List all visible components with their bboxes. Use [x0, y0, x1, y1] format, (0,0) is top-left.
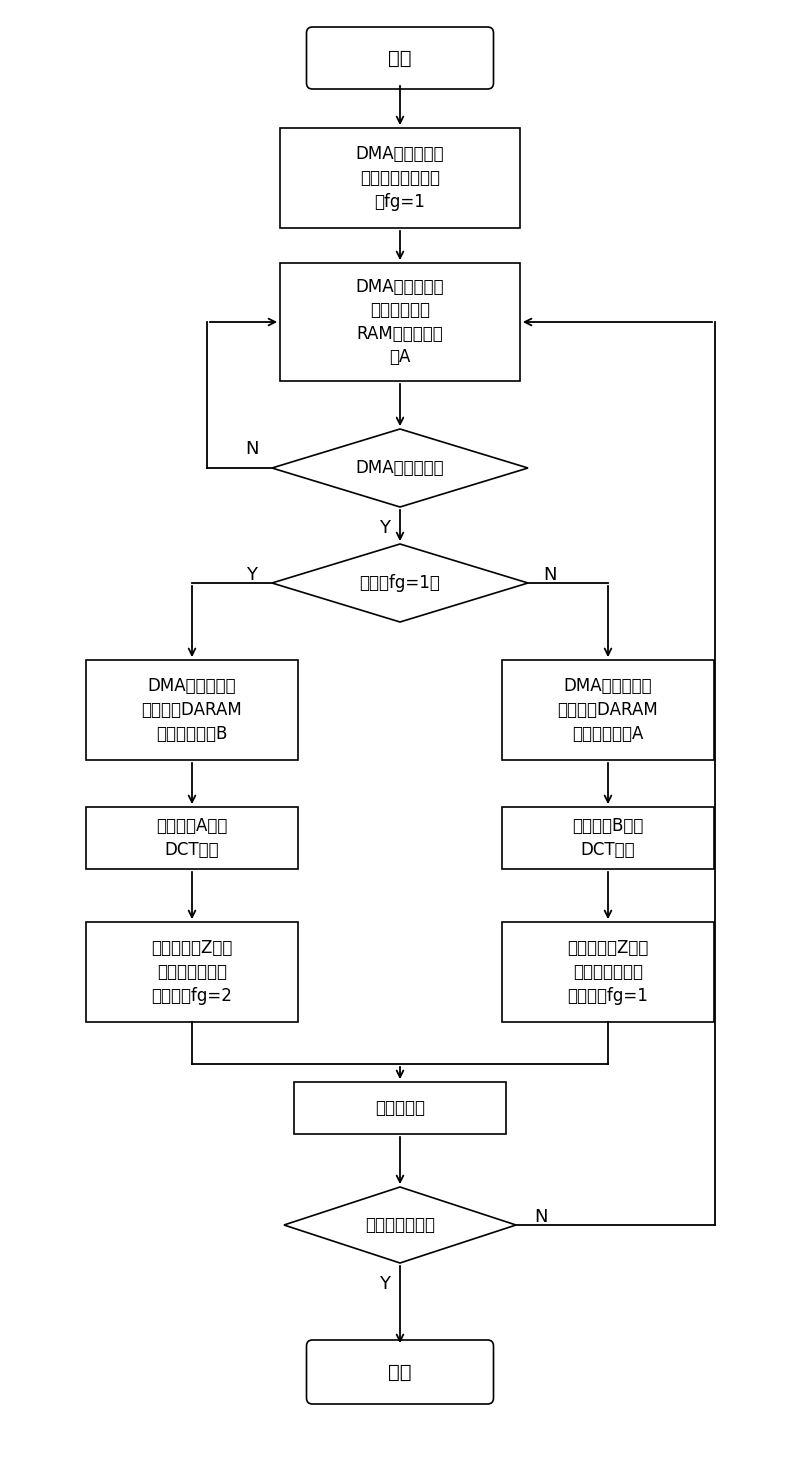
Bar [86, 923, 298, 1022]
Text: DMA启动将数据
单元写入DARAM
中的内存单元B: DMA启动将数据 单元写入DARAM 中的内存单元B [142, 677, 242, 743]
Polygon shape [284, 1187, 516, 1263]
Bar [502, 807, 714, 869]
Text: N: N [246, 439, 258, 458]
Text: 量化并进行Z形变
换，生成编码数
组，设置fg=1: 量化并进行Z形变 换，生成编码数 组，设置fg=1 [567, 939, 649, 1004]
Text: 内存单元B进行
DCT变换: 内存单元B进行 DCT变换 [572, 818, 644, 858]
Bar [280, 128, 520, 228]
FancyBboxPatch shape [306, 1340, 494, 1405]
Text: 哈夫曼编码: 哈夫曼编码 [375, 1099, 425, 1117]
Bar [280, 263, 520, 381]
Text: DMA操作完成？: DMA操作完成？ [356, 458, 444, 477]
Text: N: N [543, 566, 557, 584]
FancyBboxPatch shape [306, 26, 494, 89]
Text: DMA启动将数据
单元写入DARAM
中的内存单元A: DMA启动将数据 单元写入DARAM 中的内存单元A [558, 677, 658, 743]
Text: 一幅图像完成？: 一幅图像完成？ [365, 1216, 435, 1234]
Text: 内存单元A进行
DCT变换: 内存单元A进行 DCT变换 [156, 818, 228, 858]
Bar [502, 923, 714, 1022]
Polygon shape [272, 545, 528, 622]
Text: Y: Y [246, 566, 257, 584]
Text: Y: Y [379, 518, 390, 537]
Text: N: N [534, 1207, 547, 1226]
Text: 标识仞fg=1？: 标识仞fg=1？ [359, 574, 441, 591]
Text: 开始: 开始 [388, 48, 412, 67]
Bar [294, 1082, 506, 1134]
Text: Y: Y [379, 1275, 390, 1294]
Text: 量化并进行Z形变
换，生成编码数
组，设置fg=2: 量化并进行Z形变 换，生成编码数 组，设置fg=2 [151, 939, 233, 1004]
Bar [86, 807, 298, 869]
Bar [86, 660, 298, 761]
Text: DMA初始化并设
定乒乓结构块标识
仞fg=1: DMA初始化并设 定乒乓结构块标识 仞fg=1 [356, 146, 444, 210]
Text: 返回: 返回 [388, 1362, 412, 1381]
Bar [502, 660, 714, 761]
Text: DMA启动将数据
单元写入内部
RAM中的内存单
元A: DMA启动将数据 单元写入内部 RAM中的内存单 元A [356, 277, 444, 366]
Polygon shape [272, 429, 528, 507]
